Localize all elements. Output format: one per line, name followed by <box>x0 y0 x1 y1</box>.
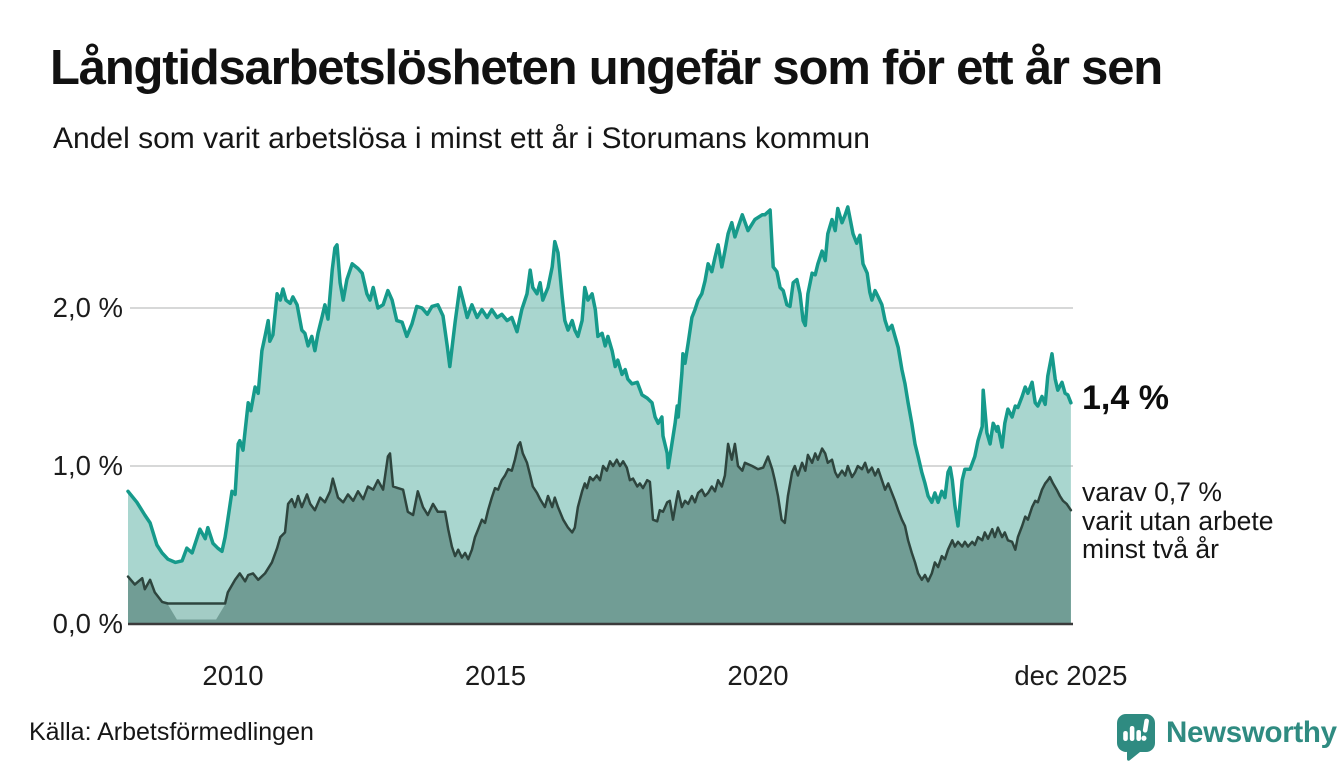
newsworthy-logo: Newsworthy <box>1117 714 1337 766</box>
latest-value-label: 1,4 % <box>1082 379 1169 417</box>
two-year-note-line: varit utan arbete <box>1082 505 1274 536</box>
newsworthy-icon <box>1117 714 1155 766</box>
two-year-note: varav 0,7 % varit utan arbete minst två … <box>1082 478 1274 564</box>
source-note: Källa: Arbetsförmedlingen <box>29 718 314 746</box>
two-year-line <box>126 441 1073 605</box>
newsworthy-wordmark: Newsworthy <box>1166 716 1337 749</box>
x-tick-label: 2015 <box>465 660 526 691</box>
y-tick-label: 2,0 % <box>53 292 123 323</box>
censored-data-patch <box>167 604 226 620</box>
y-tick-label: 0,0 % <box>53 608 123 639</box>
y-tick-label: 1,0 % <box>53 450 123 481</box>
chart-subtitle: Andel som varit arbetslösa i minst ett å… <box>53 122 870 155</box>
one-year-line <box>126 205 1073 565</box>
two-year-note-line: varav 0,7 % <box>1082 477 1222 507</box>
two-year-area <box>128 442 1071 624</box>
x-tick-label: dec 2025 <box>1014 660 1127 691</box>
two-year-note-line: minst två år <box>1082 534 1219 565</box>
x-tick-label: 2010 <box>202 660 263 691</box>
x-tick-label: 2020 <box>727 660 788 691</box>
page-title: Långtidsarbetslösheten ungefär som för e… <box>50 41 1163 95</box>
